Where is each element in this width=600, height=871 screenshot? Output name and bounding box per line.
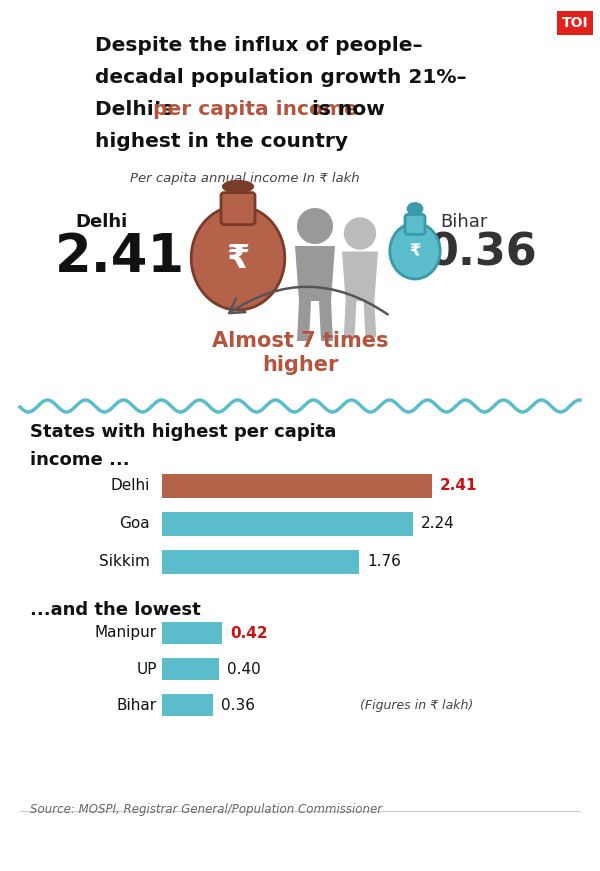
Text: ₹: ₹	[226, 241, 250, 274]
Bar	[162, 658, 219, 680]
Bar	[162, 622, 222, 644]
Text: is now: is now	[305, 100, 385, 119]
Text: Bihar: Bihar	[117, 698, 157, 712]
Text: Manipur: Manipur	[95, 625, 157, 640]
Text: Per capita annual income In ₹ lakh: Per capita annual income In ₹ lakh	[130, 172, 359, 185]
Text: 0.36: 0.36	[428, 231, 538, 274]
FancyBboxPatch shape	[405, 214, 425, 234]
Circle shape	[297, 208, 333, 244]
Text: ₹: ₹	[409, 242, 421, 260]
Ellipse shape	[390, 223, 440, 279]
Text: higher: higher	[262, 355, 338, 375]
Text: Goa: Goa	[119, 517, 150, 531]
Polygon shape	[364, 301, 376, 337]
Text: Delhi’s: Delhi’s	[95, 100, 181, 119]
Text: 2.24: 2.24	[421, 517, 455, 531]
Text: Despite the influx of people–: Despite the influx of people–	[95, 36, 422, 55]
Text: UP: UP	[137, 661, 157, 677]
Text: decadal population growth 21%–: decadal population growth 21%–	[95, 68, 467, 87]
Text: income ...: income ...	[30, 451, 130, 469]
Polygon shape	[319, 301, 333, 341]
Bar	[162, 550, 359, 574]
Text: Sikkim: Sikkim	[99, 555, 150, 570]
Ellipse shape	[407, 203, 423, 215]
Text: Almost 7 times: Almost 7 times	[212, 331, 388, 351]
Text: 2.41: 2.41	[55, 231, 185, 283]
Text: 0.40: 0.40	[227, 661, 261, 677]
Text: 1.76: 1.76	[367, 555, 401, 570]
Polygon shape	[297, 301, 311, 341]
Text: Delhi: Delhi	[75, 213, 127, 231]
Text: ...and the lowest: ...and the lowest	[30, 601, 201, 619]
Text: 0.36: 0.36	[221, 698, 256, 712]
FancyArrowPatch shape	[229, 287, 388, 314]
Polygon shape	[344, 301, 356, 337]
Text: Delhi: Delhi	[110, 478, 150, 494]
FancyBboxPatch shape	[221, 192, 255, 225]
Ellipse shape	[191, 206, 285, 310]
Text: 0.42: 0.42	[230, 625, 268, 640]
Text: TOI: TOI	[562, 16, 589, 30]
Ellipse shape	[223, 180, 253, 192]
Circle shape	[344, 217, 376, 250]
Bar	[162, 512, 413, 536]
Text: (Figures in ₹ lakh): (Figures in ₹ lakh)	[360, 699, 473, 712]
Polygon shape	[295, 246, 335, 301]
Text: highest in the country: highest in the country	[95, 132, 348, 151]
Text: 2.41: 2.41	[440, 478, 478, 494]
Polygon shape	[342, 252, 378, 301]
Text: States with highest per capita: States with highest per capita	[30, 423, 337, 441]
Text: Source: MOSPI, Registrar General/Population Commissioner: Source: MOSPI, Registrar General/Populat…	[30, 803, 382, 816]
Text: Bihar: Bihar	[440, 213, 487, 231]
Text: per capita income: per capita income	[153, 100, 358, 119]
Bar	[162, 474, 432, 498]
Bar	[162, 694, 214, 716]
